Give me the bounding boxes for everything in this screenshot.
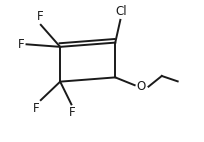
Text: F: F: [33, 102, 40, 115]
Text: O: O: [136, 80, 145, 93]
Text: F: F: [69, 106, 76, 119]
Text: F: F: [37, 10, 43, 23]
Text: F: F: [18, 38, 25, 51]
Text: Cl: Cl: [116, 5, 127, 18]
